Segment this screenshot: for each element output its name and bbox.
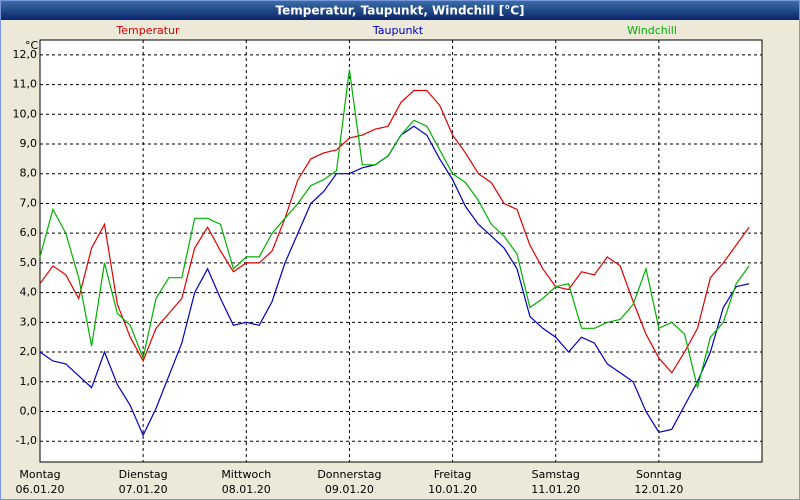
- line-series: [39, 89, 750, 374]
- y-tick-label: 6,0: [20, 226, 38, 239]
- x-tick-date: 10.01.20: [428, 483, 477, 496]
- x-tick-label: Sonntag: [636, 468, 682, 481]
- y-tick-label: 5,0: [20, 256, 38, 269]
- y-tick-label: 4,0: [20, 286, 38, 299]
- x-tick-date: 11.01.20: [531, 483, 580, 496]
- x-tick-label: Samstag: [532, 468, 580, 481]
- y-tick-label: 1,0: [20, 375, 38, 388]
- x-tick-date: 07.01.20: [119, 483, 168, 496]
- x-tick-label: Donnerstag: [317, 468, 381, 481]
- x-tick-label: Dienstag: [119, 468, 168, 481]
- y-tick-label: 12,0: [13, 48, 38, 61]
- y-unit: °C: [25, 39, 39, 52]
- x-tick-date: 06.01.20: [16, 483, 65, 496]
- x-tick-label: Mittwoch: [221, 468, 271, 481]
- y-tick-label: 10,0: [13, 107, 38, 120]
- y-tick-label: 3,0: [20, 315, 38, 328]
- legend-entry: Taupunkt: [372, 24, 424, 37]
- legend-entry: Temperatur: [115, 24, 180, 37]
- x-tick-date: 12.01.20: [634, 483, 683, 496]
- y-tick-label: 8,0: [20, 167, 38, 180]
- y-tick-label: 2,0: [20, 345, 38, 358]
- chart-title: Temperatur, Taupunkt, Windchill [°C]: [276, 4, 525, 18]
- y-tick-label: -1,0: [16, 434, 37, 447]
- line-series: [39, 69, 750, 388]
- y-tick-label: 0,0: [20, 404, 38, 417]
- x-tick-label: Freitag: [434, 468, 472, 481]
- x-tick-date: 08.01.20: [222, 483, 271, 496]
- x-tick-date: 09.01.20: [325, 483, 374, 496]
- y-tick-label: 9,0: [20, 137, 38, 150]
- y-tick-label: 7,0: [20, 196, 38, 209]
- y-tick-label: 11,0: [13, 78, 38, 91]
- legend-entry: Windchill: [627, 24, 677, 37]
- x-tick-label: Montag: [19, 468, 60, 481]
- plot-area: [39, 39, 763, 463]
- title-bar: [1, 1, 799, 20]
